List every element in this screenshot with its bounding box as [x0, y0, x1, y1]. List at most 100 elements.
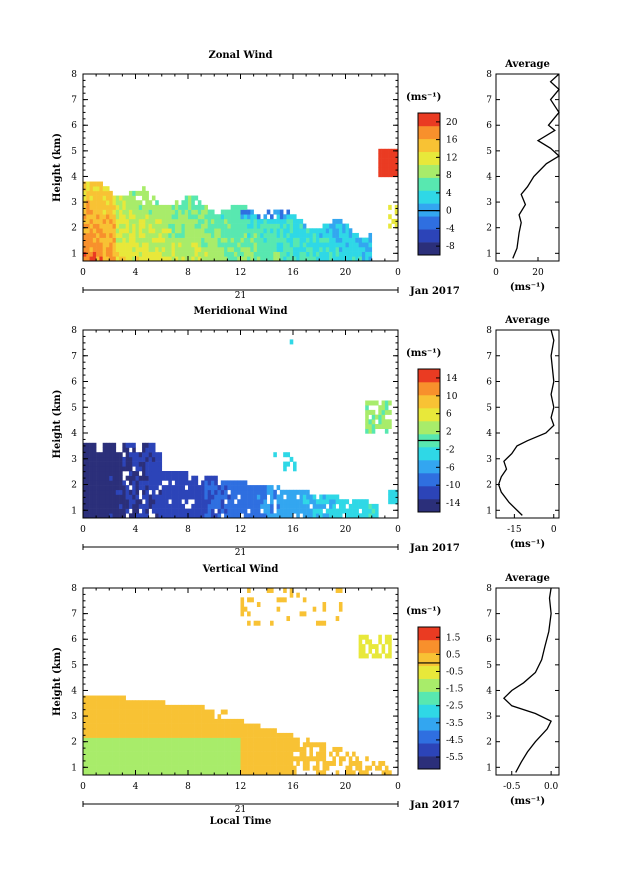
heatmap-cell — [312, 513, 317, 519]
heatmap-cell — [197, 760, 202, 766]
heatmap-cell — [125, 700, 130, 706]
heatmap-cell — [109, 732, 113, 738]
heatmap-cell — [253, 251, 258, 257]
heatmap-cell — [122, 466, 126, 472]
heatmap-cell — [325, 251, 330, 257]
heatmap-cell — [135, 756, 140, 762]
heatmap-cell — [253, 242, 258, 248]
colorbar-segment — [418, 691, 440, 705]
heatmap-cell — [365, 405, 369, 411]
heatmap-cell — [102, 728, 107, 734]
average-title: Average — [504, 59, 550, 70]
heatmap-cell — [273, 246, 277, 252]
heatmap-cell — [286, 508, 291, 514]
heatmap-cell — [178, 494, 182, 500]
heatmap-cell — [165, 494, 169, 500]
heatmap-cell — [204, 513, 208, 519]
heatmap-cell — [184, 200, 189, 206]
heatmap-cell — [102, 723, 107, 729]
heatmap-cell — [233, 209, 238, 215]
heatmap-cell — [161, 489, 166, 495]
heatmap-cell — [96, 461, 100, 467]
heatmap-cell — [135, 508, 140, 514]
heatmap-cell — [210, 508, 215, 514]
heatmap-cell — [161, 256, 166, 262]
heatmap-cell — [289, 513, 294, 519]
heatmap-cell — [227, 742, 231, 748]
heatmap-cell — [319, 499, 323, 505]
heatmap-cell — [109, 242, 113, 248]
heatmap-cell — [368, 237, 373, 243]
heatmap-cell — [283, 461, 287, 467]
heatmap-cell — [151, 704, 156, 710]
heatmap-cell — [197, 209, 202, 215]
heatmap-cell — [283, 452, 287, 458]
heatmap-cell — [273, 765, 277, 771]
heatmap-cell — [204, 237, 208, 243]
heatmap-cell — [299, 489, 304, 495]
heatmap-cell — [315, 765, 320, 771]
heatmap-cell — [115, 209, 120, 215]
heatmap-cell — [155, 452, 159, 458]
heatmap-cell — [148, 499, 153, 505]
heatmap-cell — [279, 246, 284, 252]
heatmap-cell — [263, 742, 268, 748]
heatmap-cell — [289, 242, 294, 248]
colorbar-tick-label: -14 — [446, 499, 461, 509]
heatmap-cell — [302, 746, 307, 752]
heatmap-cell — [112, 765, 117, 771]
heatmap-cell — [109, 695, 113, 701]
heatmap-cell — [125, 204, 130, 210]
heatmap-cell — [151, 728, 156, 734]
heatmap-cell — [181, 746, 186, 752]
colorbar-segment — [418, 382, 440, 396]
heatmap-cell — [181, 237, 186, 243]
heatmap-cell — [171, 760, 176, 766]
heatmap-cell — [296, 499, 300, 505]
heatmap-cell — [276, 494, 281, 500]
heatmap-cell — [102, 195, 107, 201]
heatmap-cell — [128, 246, 133, 252]
heatmap-cell — [217, 732, 222, 738]
heatmap-cell — [263, 246, 268, 252]
heatmap-cell — [293, 232, 297, 238]
heatmap-cell — [365, 246, 369, 252]
heatmap-cell — [296, 218, 300, 224]
heatmap-cell — [145, 756, 149, 762]
heatmap-cell — [352, 237, 356, 243]
heatmap-cell — [312, 756, 317, 762]
heatmap-cell — [256, 214, 261, 220]
heatmap-cell — [86, 499, 90, 505]
avg-x-tick-label: 0.0 — [544, 782, 559, 792]
heatmap-cell — [335, 494, 340, 500]
heatmap-cell — [210, 485, 215, 491]
heatmap-cell — [250, 746, 254, 752]
heatmap-cell — [325, 223, 330, 229]
avg-x-tick-label: -0.5 — [503, 782, 521, 792]
heatmap-cell — [210, 228, 215, 234]
heatmap-cell — [161, 742, 166, 748]
heatmap-cell — [99, 499, 103, 505]
heatmap-cell — [171, 232, 176, 238]
heatmap-cell — [194, 485, 199, 491]
heatmap-cell — [148, 218, 153, 224]
heatmap-cell — [194, 499, 199, 505]
y-tick-label: 3 — [71, 455, 77, 465]
heatmap-cell — [105, 737, 110, 743]
heatmap-cell — [109, 452, 113, 458]
heatmap-cell — [151, 232, 156, 238]
heatmap-cell — [155, 732, 159, 738]
heatmap-cell — [260, 746, 264, 752]
heatmap-cell — [145, 480, 149, 486]
heatmap-cell — [115, 232, 120, 238]
heatmap-cell — [128, 760, 133, 766]
heatmap-cell — [132, 228, 136, 234]
heatmap-cell — [348, 246, 353, 252]
heatmap-cell — [158, 718, 163, 724]
heatmap-cell — [332, 251, 336, 257]
heatmap-cell — [122, 223, 126, 229]
heatmap-cell — [158, 223, 163, 229]
heatmap-cell — [217, 232, 222, 238]
heatmap-cell — [132, 190, 136, 196]
heatmap-cell — [381, 148, 386, 154]
